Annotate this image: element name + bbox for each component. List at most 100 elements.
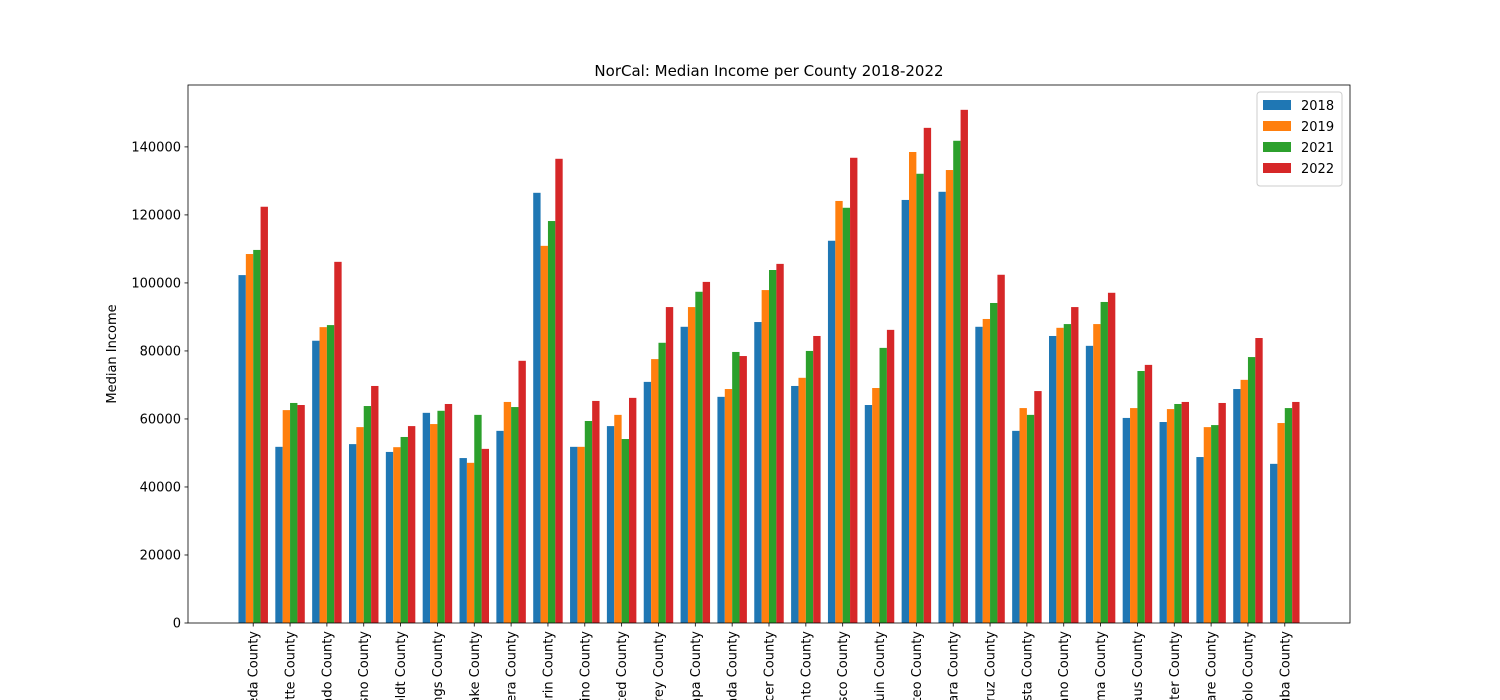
x-tick-label: San Joaquin County bbox=[873, 631, 888, 700]
bar bbox=[371, 385, 379, 623]
x-tick-label: Mendocino County bbox=[578, 631, 593, 700]
y-tick-label: 100000 bbox=[131, 276, 181, 291]
bar bbox=[1130, 408, 1138, 623]
x-tick-label: Madera County bbox=[505, 631, 520, 700]
bar bbox=[363, 406, 372, 623]
bar bbox=[547, 221, 556, 623]
bar bbox=[872, 388, 880, 623]
y-tick-label: 40000 bbox=[140, 480, 181, 495]
bar bbox=[975, 326, 983, 623]
bar bbox=[864, 405, 873, 623]
bar bbox=[739, 356, 747, 623]
bar bbox=[540, 245, 548, 623]
x-tick-label: San Francisco County bbox=[836, 631, 851, 700]
bar bbox=[717, 396, 725, 623]
bar bbox=[466, 462, 475, 623]
y-tick-label: 60000 bbox=[140, 412, 181, 427]
x-tick-label: Sacramento County bbox=[799, 631, 814, 700]
bar bbox=[1211, 425, 1219, 623]
bar bbox=[1144, 364, 1153, 623]
y-axis-label: Median Income bbox=[105, 304, 120, 403]
x-tick-label: San Mateo County bbox=[910, 631, 925, 700]
x-tick-label: Nevada County bbox=[726, 631, 741, 700]
bar bbox=[665, 307, 674, 623]
bar bbox=[437, 410, 445, 623]
bar bbox=[238, 275, 246, 623]
x-tick-label: Fresno County bbox=[357, 631, 372, 700]
bar bbox=[835, 200, 843, 623]
bar bbox=[1137, 371, 1145, 623]
bar bbox=[606, 426, 615, 623]
bar bbox=[1085, 345, 1094, 623]
x-tick-label: Santa Clara County bbox=[947, 631, 962, 700]
bar bbox=[518, 360, 526, 623]
bar bbox=[754, 322, 762, 623]
bar bbox=[393, 447, 401, 623]
y-tick-label: 80000 bbox=[140, 344, 181, 359]
legend-swatch bbox=[1263, 163, 1291, 173]
x-tick-label: El Dorado County bbox=[320, 631, 335, 700]
bar bbox=[901, 199, 909, 624]
bar bbox=[1122, 417, 1131, 623]
legend-label: 2022 bbox=[1301, 162, 1334, 177]
y-tick-label: 140000 bbox=[131, 140, 181, 155]
x-tick-label: Lake County bbox=[468, 631, 483, 700]
bar bbox=[570, 446, 578, 623]
x-tick-label: Placer County bbox=[763, 631, 778, 700]
x-tick-label: Humboldt County bbox=[394, 631, 409, 700]
legend-swatch bbox=[1263, 121, 1291, 131]
bar bbox=[629, 397, 637, 623]
bar bbox=[349, 444, 357, 623]
bar bbox=[1159, 422, 1167, 623]
bar bbox=[555, 158, 563, 624]
bar bbox=[798, 377, 806, 623]
plot-frame bbox=[187, 84, 1351, 624]
bar bbox=[312, 340, 320, 623]
bar bbox=[886, 329, 895, 623]
bar bbox=[1056, 327, 1064, 623]
legend-swatch bbox=[1263, 100, 1291, 110]
bar bbox=[511, 407, 519, 623]
bar bbox=[503, 401, 512, 623]
y-tick-label: 0 bbox=[173, 617, 181, 632]
legend-swatch bbox=[1263, 142, 1291, 152]
x-tick-label: Sutter County bbox=[1168, 631, 1183, 700]
bar bbox=[1284, 408, 1293, 623]
x-tick-label: Shasta County bbox=[1020, 631, 1035, 700]
bar bbox=[1049, 335, 1057, 623]
chart-title: NorCal: Median Income per County 2018-20… bbox=[594, 62, 943, 80]
x-tick-label: Sonoma County bbox=[1094, 631, 1109, 700]
bar bbox=[496, 430, 504, 623]
bar bbox=[1107, 292, 1116, 623]
bar bbox=[805, 350, 814, 623]
bar bbox=[577, 446, 585, 623]
bar bbox=[444, 403, 453, 623]
bar bbox=[687, 307, 696, 623]
bar bbox=[1071, 307, 1079, 623]
bar bbox=[385, 451, 394, 623]
y-tick-label: 120000 bbox=[131, 208, 181, 223]
legend-label: 2019 bbox=[1301, 120, 1334, 135]
bar bbox=[643, 381, 652, 623]
bar bbox=[695, 291, 703, 623]
bar bbox=[430, 424, 438, 623]
bar bbox=[614, 414, 622, 623]
bar bbox=[945, 170, 954, 623]
bar bbox=[1166, 409, 1175, 623]
legend-frame bbox=[1256, 91, 1343, 187]
bar bbox=[769, 270, 777, 623]
bar bbox=[732, 351, 740, 623]
bar bbox=[422, 412, 431, 623]
bar bbox=[842, 207, 851, 623]
bar bbox=[260, 206, 268, 623]
bar bbox=[1277, 423, 1285, 623]
bar bbox=[1019, 408, 1027, 623]
bar bbox=[997, 274, 1005, 623]
bar bbox=[1181, 401, 1189, 623]
x-tick-label: Tulare County bbox=[1205, 631, 1220, 700]
bar bbox=[1093, 324, 1101, 623]
bar bbox=[1012, 430, 1020, 623]
bar bbox=[1270, 463, 1278, 623]
bar bbox=[297, 405, 305, 623]
